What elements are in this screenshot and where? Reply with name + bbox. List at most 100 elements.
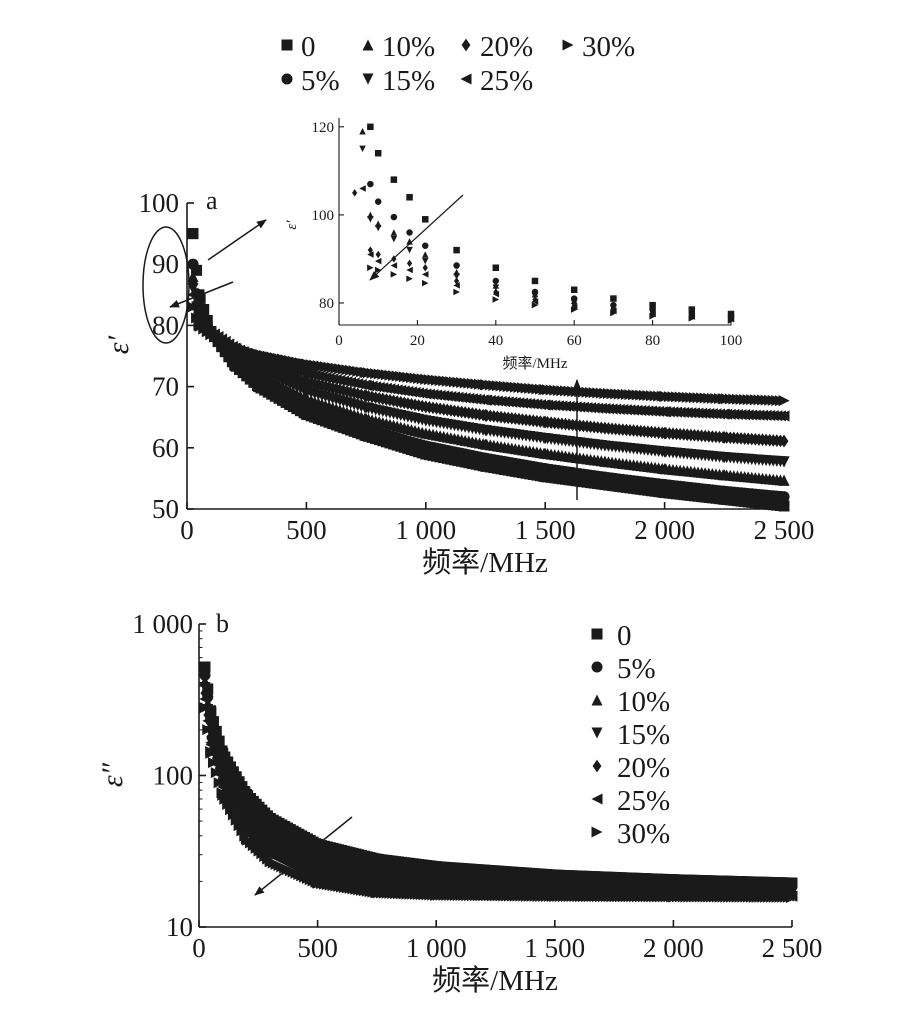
inset-point-diamond: [422, 264, 428, 272]
panel-a-y-tick-label: 90: [152, 249, 179, 279]
inset-point-triangle-left: [453, 282, 460, 289]
inset-point-triangle-down: [453, 273, 460, 280]
panel-b-point-triangle-right: [205, 746, 217, 758]
panel-b-x-axis-title: 频率/MHz: [432, 964, 558, 997]
panel-b-legend-label: 25%: [617, 785, 670, 817]
inset-point-diamond: [375, 250, 381, 259]
panel-b-point-triangle-right: [236, 825, 248, 837]
panel-b-point-triangle-right: [233, 820, 245, 832]
panel-b-x-tick-label: 1 500: [524, 933, 585, 963]
panel-a-point-diamond: [779, 434, 789, 448]
inset-point-triangle-up: [390, 229, 398, 236]
inset-point-triangle-left: [406, 266, 413, 274]
panel-b-point-triangle-right: [202, 724, 214, 736]
panel-a-chart: 05%10%15%20%25%30% 0 500 1 000 1 500 2 000 2 …: [102, 31, 814, 579]
panel-a-x-axis-title: 频率/MHz: [422, 546, 548, 579]
panel-b-legend-label: 30%: [617, 818, 670, 850]
panel-b-point-triangle-right: [210, 767, 222, 779]
inset-point-triangle-left: [359, 185, 366, 192]
panel-b-point-triangle-right: [213, 777, 225, 789]
panel-b-legend-marker: [591, 727, 603, 739]
panel-a-legend-label: 20%: [480, 31, 533, 63]
panel-a-legend-marker: [461, 38, 471, 52]
panel-b-y-axis-title: ε″: [96, 762, 129, 787]
panel-b-point-triangle-left: [205, 737, 217, 749]
panel-b-label: b: [216, 609, 229, 638]
panel-b-legend-marker: [591, 628, 603, 640]
inset-point-triangle-right: [421, 279, 429, 287]
panel-b-y-tick-label: 1 000: [132, 609, 193, 639]
panel-b-point-triangle-right: [199, 702, 211, 714]
inset-point-diamond: [454, 277, 460, 285]
inset-point-square: [390, 176, 398, 183]
inset-point-triangle-up: [421, 251, 429, 258]
inset-point-triangle-left: [531, 298, 539, 305]
inset-point-triangle-right: [453, 288, 460, 296]
panel-b-point-triangle-left: [213, 768, 225, 780]
panel-b-legend-label: 15%: [617, 719, 670, 751]
inset-point-circle: [367, 180, 374, 188]
inset-point-diamond: [367, 246, 373, 254]
panel-a-point-square: [187, 228, 199, 240]
panel-b-x-tick-label: 0: [192, 933, 206, 963]
panel-b-y-tick-label: 10: [166, 912, 193, 942]
panel-b-point-triangle-right: [225, 804, 237, 816]
inset-point-triangle-left: [374, 257, 382, 265]
inset-point-triangle-right: [390, 271, 398, 278]
inset-point-square: [531, 277, 539, 285]
inset-point-triangle-up: [359, 127, 366, 135]
inset-point-triangle-left: [390, 262, 398, 269]
inset-point-triangle-down: [390, 235, 398, 243]
inset-point-square: [570, 286, 578, 294]
panel-a-y-axis-title: ε′: [102, 335, 135, 354]
panel-b-point-diamond: [206, 730, 216, 744]
panel-a-legend-marker: [362, 73, 374, 85]
panel-b-point-triangle-right: [227, 809, 239, 821]
inset-x-tick-label: 80: [645, 333, 660, 349]
inset-point-square: [492, 264, 500, 271]
panel-b-point-triangle-right: [230, 814, 242, 826]
panel-b-legend-marker: [592, 759, 602, 773]
inset-point-circle: [374, 198, 382, 205]
panel-b-point-triangle-left: [216, 778, 228, 790]
inset-point-triangle-left: [570, 303, 578, 311]
inset-y-tick-label: 120: [312, 120, 335, 136]
panel-b-axes: [198, 623, 793, 928]
panel-b-legend-marker: [591, 694, 603, 706]
panel-a-point-triangle-down: [778, 456, 790, 468]
inset-point-circle: [421, 242, 429, 249]
panel-a-legend-label: 30%: [582, 31, 635, 63]
panel-a-legend-marker: [362, 39, 374, 51]
panel-a-legend-label: 10%: [382, 31, 435, 63]
panel-a-highlight-ellipse: [142, 226, 190, 344]
inset-point-diamond: [571, 301, 577, 309]
inset-point-triangle-left: [367, 251, 374, 258]
inset-tick-labels: 0 20 40 60 80 100 80 100 120: [312, 120, 743, 349]
inset-axes: [338, 118, 732, 326]
panel-a-y-tick-label: 70: [152, 372, 179, 402]
panel-a-point-triangle-left: [191, 303, 203, 315]
panel-a-y-tick-label: 80: [152, 310, 179, 340]
panel-a-arrow-low-frequency: [169, 281, 234, 308]
panel-a-legend-marker: [281, 73, 293, 85]
panel-a-tick-labels: 0 500 1 000 1 500 2 000 2 500 50 60 70 80 90 100: [139, 188, 815, 545]
panel-a-y-tick-label: 60: [152, 433, 179, 463]
inset-point-triangle-left: [421, 271, 429, 278]
panel-a-arrow-to-inset: [207, 219, 267, 261]
inset-point-triangle-right: [688, 315, 696, 322]
inset-point-square: [453, 246, 460, 254]
inset-point-square: [367, 123, 374, 131]
panel-b-y-tick-label: 100: [153, 761, 194, 791]
panel-a-x-tick-label: 2 500: [754, 515, 815, 545]
inset-point-triangle-right: [727, 317, 735, 324]
inset-point-square: [374, 149, 382, 157]
inset-point-triangle-right: [531, 301, 539, 309]
inset-point-circle: [492, 277, 500, 285]
inset-x-tick-label: 0: [335, 333, 343, 349]
panel-b-legend-label: 5%: [617, 653, 656, 685]
panel-b-x-tick-label: 1 000: [406, 933, 467, 963]
inset-point-triangle-right: [570, 306, 578, 313]
panel-b-legend-label: 0: [617, 620, 632, 652]
panel-b-point-diamond: [211, 751, 221, 765]
